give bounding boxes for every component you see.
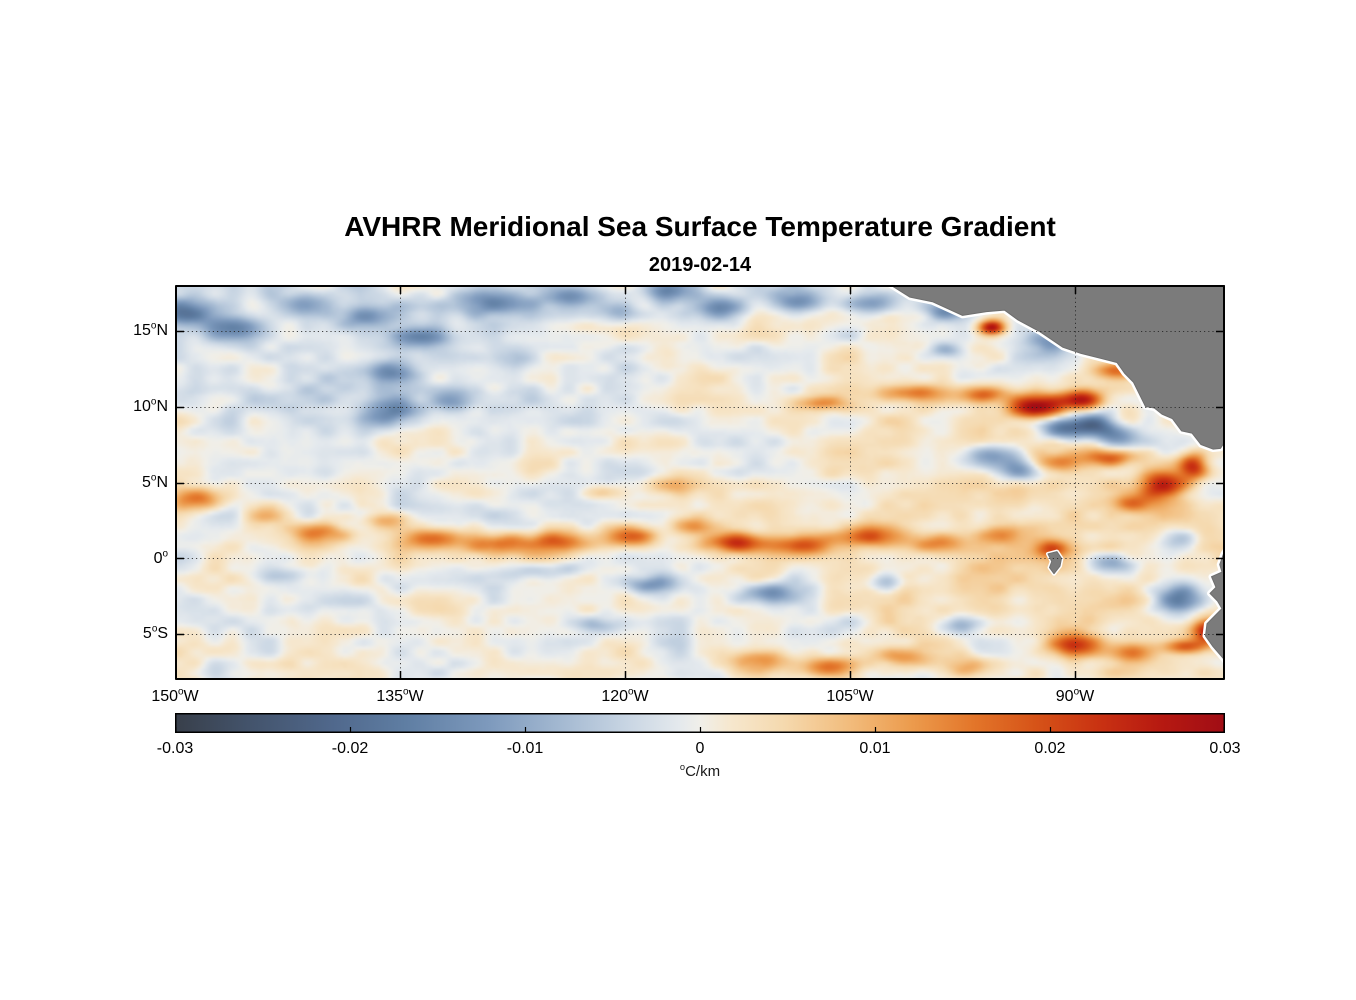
y-tick-value: 5 — [142, 625, 152, 642]
y-tick-label-15n: 15oN — [90, 321, 168, 341]
colorbar-units-label: oC/km — [640, 762, 760, 780]
x-tick-label-135w: 135oW — [350, 687, 450, 707]
degree-sup: o — [1073, 686, 1080, 698]
degree-sup: o — [150, 472, 157, 484]
x-tick-value: 150 — [151, 688, 179, 705]
map-plot — [175, 285, 1225, 680]
degree-sup: o — [679, 762, 686, 772]
hemisphere: W — [633, 688, 649, 705]
degree-sup: o — [151, 623, 158, 635]
y-tick-value: 10 — [133, 398, 151, 415]
x-tick-value: 90 — [1055, 688, 1074, 705]
degree-sup: o — [628, 686, 634, 698]
y-tick-label-5n: 5oN — [90, 473, 168, 493]
y-tick-label-10n: 10oN — [90, 397, 168, 417]
colorbar-tick-label: -0.03 — [156, 740, 194, 757]
colorbar-tick-label: 0 — [695, 740, 705, 757]
y-tick-value: 15 — [133, 322, 151, 339]
chart-subtitle: 2019-02-14 — [648, 254, 752, 276]
hemisphere: S — [157, 625, 168, 642]
x-tick-value: 120 — [601, 688, 629, 705]
x-tick-label-90w: 90oW — [1025, 687, 1125, 707]
chart-title: AVHRR Meridional Sea Surface Temperature… — [344, 211, 1056, 242]
degree-sup: o — [853, 686, 859, 698]
hemisphere: N — [156, 322, 168, 339]
x-tick-value: 105 — [826, 688, 854, 705]
colorbar-tick-label: -0.01 — [506, 740, 544, 757]
hemisphere: W — [183, 688, 199, 705]
x-tick-label-105w: 105oW — [800, 687, 900, 707]
units-text: C/km — [685, 763, 721, 780]
hemisphere: W — [408, 688, 424, 705]
y-tick-label-5s: 5oS — [90, 624, 168, 644]
colorbar-tick-label: 0.02 — [1034, 740, 1066, 757]
colorbar-tick-label: -0.02 — [331, 740, 369, 757]
x-tick-value: 135 — [376, 688, 404, 705]
hemisphere: N — [156, 474, 168, 491]
hemisphere: W — [858, 688, 874, 705]
y-tick-label-0: 0o — [90, 549, 168, 569]
degree-sup: o — [403, 686, 409, 698]
x-tick-label-120w: 120oW — [575, 687, 675, 707]
colorbar-tick-label: 0.01 — [859, 740, 891, 757]
degree-sup: o — [178, 686, 184, 698]
colorbar — [175, 713, 1225, 733]
degree-sup: o — [162, 548, 168, 560]
colorbar-canvas — [175, 713, 1225, 733]
degree-sup: o — [150, 320, 157, 332]
hemisphere: N — [156, 398, 168, 415]
colorbar-tick-label: 0.03 — [1209, 740, 1241, 757]
sst-gradient-map-canvas — [175, 285, 1225, 680]
degree-sup: o — [150, 396, 157, 408]
hemisphere: W — [1079, 688, 1095, 705]
y-tick-value: 0 — [153, 550, 163, 567]
x-tick-label-150w: 150oW — [125, 687, 225, 707]
y-tick-value: 5 — [142, 474, 151, 491]
